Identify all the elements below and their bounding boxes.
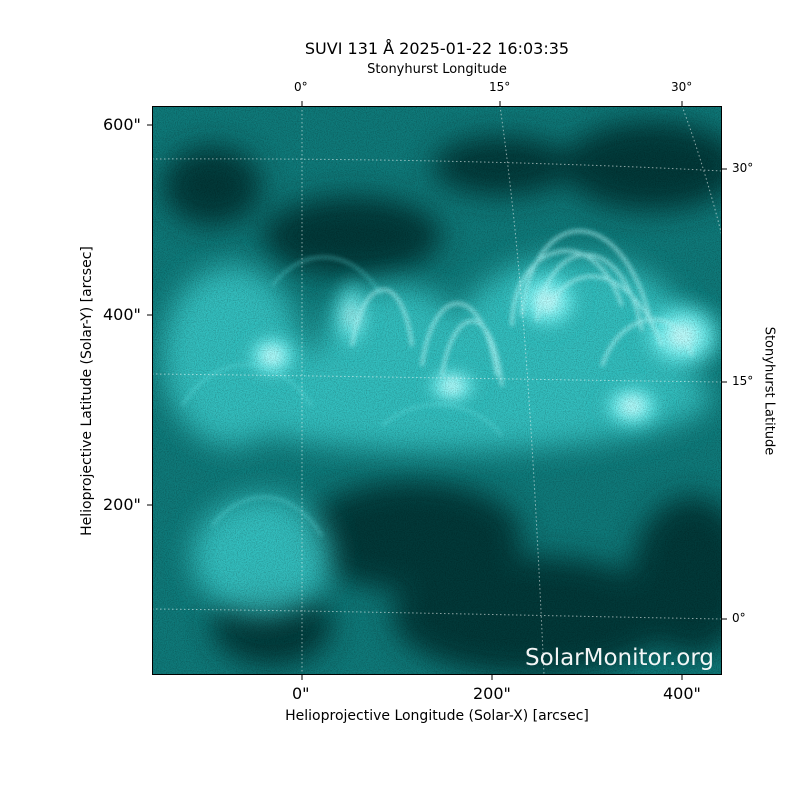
image-title: SUVI 131 Å 2025-01-22 16:03:35: [304, 39, 570, 58]
top-tick-30: 30°: [671, 80, 693, 94]
y-tick-600: 600": [103, 115, 141, 134]
x-axis-label: Helioprojective Longitude (Solar-X) [arc…: [285, 708, 589, 724]
x-tick-0: 0": [292, 684, 310, 703]
y-tick-400: 400": [103, 305, 141, 324]
top-axis-label: Stonyhurst Longitude: [367, 62, 507, 77]
x-tick-200: 200": [473, 684, 511, 703]
x-tick-400: 400": [663, 684, 701, 703]
solarmonitor-watermark: SolarMonitor.org: [525, 645, 714, 671]
y-tick-200: 200": [103, 495, 141, 514]
top-tick-15: 15°: [489, 80, 511, 94]
right-tick-30: 30°: [732, 161, 754, 175]
right-tick-15: 15°: [732, 374, 754, 388]
right-tick-0: 0°: [732, 611, 746, 625]
top-tick-0: 0°: [294, 80, 308, 94]
solar-image: SolarMonitor.org: [152, 106, 722, 675]
